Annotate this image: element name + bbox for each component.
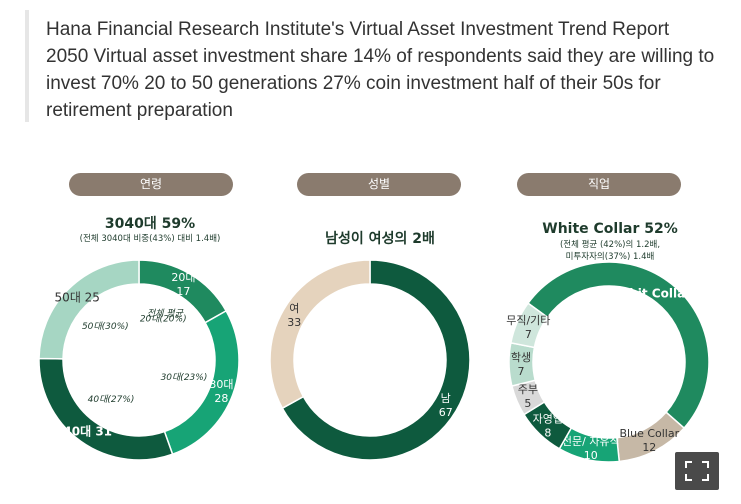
- gender-section-title: 성별: [297, 173, 461, 196]
- age-average-2: 40대(27%): [88, 394, 135, 405]
- gender-slice-1: [269, 259, 371, 410]
- age-subtitle: (전체 3040대 비중(43%) 대비 1.4배): [79, 234, 221, 244]
- job-slice-0: [527, 261, 710, 430]
- job-label-5: 학생: [511, 351, 531, 364]
- age-average-3: 50대(30%): [82, 321, 129, 332]
- age-slice-2: [38, 357, 174, 461]
- age-value-1: 28: [214, 392, 228, 405]
- job-section-title: 직업: [517, 173, 681, 196]
- age-slice-3: [38, 259, 140, 360]
- job-value-5: 7: [518, 365, 525, 378]
- age-average-0: 20대(20%): [140, 314, 187, 325]
- gender-slice-0: [281, 259, 471, 461]
- age-label-0: 20대: [171, 271, 195, 284]
- gender-value-1: 33: [287, 316, 301, 329]
- job-subtitle-line2: 미투자자의(37%) 1.4배: [565, 252, 655, 262]
- job-label-6: 무직/기타: [506, 314, 550, 327]
- job-label-4: 주부: [518, 383, 538, 396]
- fullscreen-expand-icon[interactable]: [675, 452, 719, 490]
- job-value-4: 5: [524, 397, 531, 410]
- caption-text: Hana Financial Research Institute's Virt…: [46, 19, 715, 121]
- job-value-3: 8: [544, 426, 551, 439]
- job-label-2: 전문/ 자유직: [562, 435, 620, 448]
- age-label-2: 40대 31: [63, 425, 112, 439]
- job-label-3: 자영업: [533, 412, 563, 425]
- job-label-0: Whit Collar 52: [616, 286, 712, 300]
- age-value-0: 17: [176, 285, 190, 298]
- job-subtitle-line1: (전체 평균 (42%)의 1.2배,: [559, 240, 661, 250]
- age-label-3: 50대 25: [55, 290, 100, 304]
- caption-blockquote: Hana Financial Research Institute's Virt…: [25, 10, 719, 122]
- age-average-1: 30대(23%): [161, 372, 208, 383]
- age-center-label: 전체 평균: [147, 308, 184, 319]
- gender-headline: 남성이 여성의 2배: [325, 231, 435, 247]
- job-slice-6: [509, 302, 549, 349]
- age-headline: 3040대 59%: [104, 216, 196, 232]
- job-value-6: 7: [525, 328, 532, 341]
- age-section-title: 연령: [69, 173, 233, 196]
- gender-value-0: 67: [439, 406, 453, 419]
- age-label-1: 30대: [209, 378, 233, 391]
- job-label-1: Blue Collar: [620, 427, 680, 440]
- job-headline: White Collar 52%: [542, 221, 678, 237]
- gender-label-0: 남: [441, 392, 451, 405]
- job-value-1: 12: [642, 441, 656, 454]
- gender-label-1: 여: [289, 302, 299, 315]
- job-value-2: 10: [584, 449, 598, 462]
